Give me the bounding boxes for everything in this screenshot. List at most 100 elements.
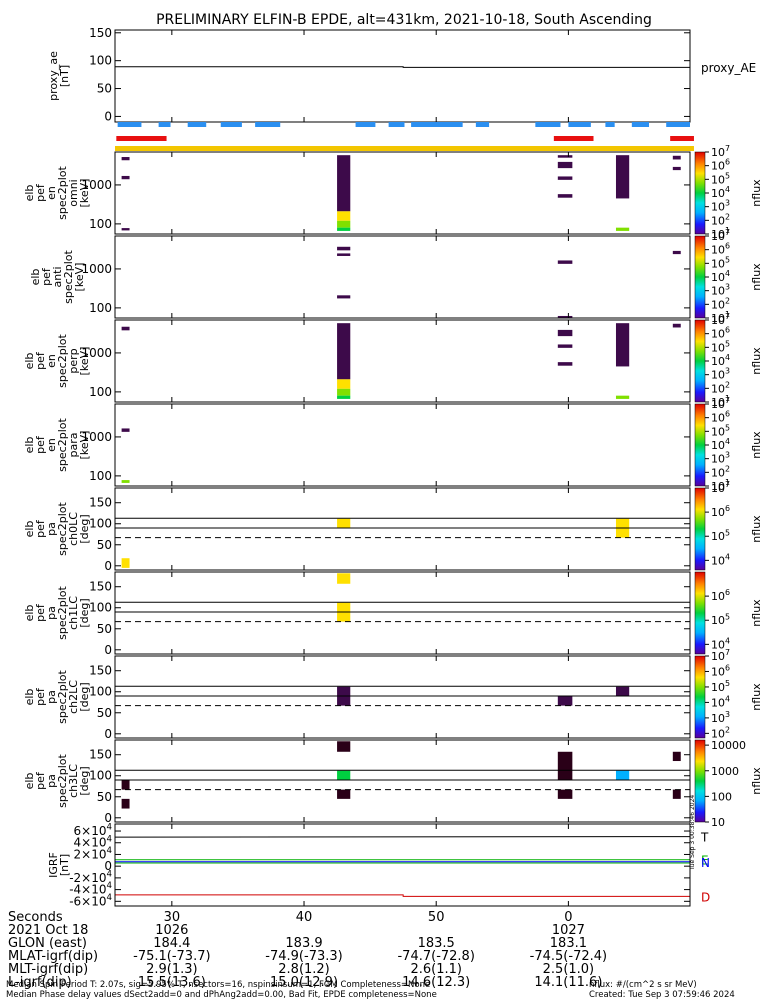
colorbar-label: nflux: [750, 431, 763, 459]
y-axis-label: elb: [23, 689, 36, 706]
y-axis-label: para: [67, 433, 80, 458]
footer-note-created: Created: Tue Sep 3 07:59:46 2024: [589, 990, 735, 1000]
spectrogram-cell: [557, 362, 573, 366]
spectrogram-cell: [615, 686, 630, 696]
colorbar: [694, 487, 706, 571]
y-tick-label: 50: [97, 706, 112, 720]
panel-frame: [114, 655, 691, 739]
y-tick-label: 0: [104, 811, 112, 825]
panel-frame: [114, 151, 691, 235]
colorbar: [694, 235, 706, 319]
spectrogram-cell: [557, 695, 573, 706]
y-axis-label: ch2LC: [67, 680, 80, 714]
spectrogram-cell: [337, 295, 351, 299]
colorbar-tick-label: 106: [711, 504, 730, 519]
status-bar-red: [116, 136, 167, 141]
footer-row-value: 2.5(1.0): [543, 962, 595, 977]
footer-label-l: L-igrf(dip): [8, 975, 72, 990]
footer-row-date-value: 1026: [155, 923, 188, 938]
footer-label-date: 2021 Oct 18: [8, 923, 88, 938]
y-axis-label: elb: [23, 353, 36, 370]
colorbar-tick-label: 106: [711, 588, 730, 603]
colorbar-tick-label: 107: [711, 144, 730, 159]
colorbar-tick-label: 104: [711, 185, 730, 200]
spectrogram-cell: [557, 161, 573, 169]
y-axis-label: elb: [23, 773, 36, 790]
y-axis-label: pa: [45, 522, 58, 536]
footer-row-value: -75.1(-73.7): [133, 949, 210, 964]
colorbar-tick-label: 106: [711, 326, 730, 341]
colorbar-tick-label: 1000: [711, 765, 739, 778]
y-tick-label: 2×104: [74, 846, 112, 861]
y-tick-label: 100: [89, 301, 112, 315]
y-axis-label: pef: [34, 771, 47, 790]
colorbar-label: nflux: [750, 683, 763, 711]
y-axis-label: [nT]: [58, 854, 71, 876]
colorbar-tick-label: 106: [711, 242, 730, 257]
status-bar-blue: [187, 122, 207, 127]
colorbar-tick-label: 106: [711, 158, 730, 173]
panel-frame: [114, 235, 691, 319]
y-axis-label: pef: [34, 603, 47, 622]
panel-7: 050100150elbpefpaspec2plotch2LC[deg]1021…: [23, 648, 763, 741]
spectrogram-cell: [615, 155, 630, 199]
y-axis-label: ch3LC: [67, 764, 80, 798]
spectrogram-cell: [337, 220, 351, 228]
colorbar-tick-label: 104: [711, 437, 730, 452]
y-axis-label: pef: [34, 351, 47, 370]
spectrogram-cell: [557, 329, 573, 337]
colorbar-tick-label: 102: [711, 380, 730, 395]
panel-frame: [114, 739, 691, 823]
footer-row-value: 15.0(12.9): [270, 975, 338, 990]
status-bar-blue: [568, 122, 591, 127]
y-tick-label: 0: [104, 727, 112, 741]
y-tick-label: -6×104: [69, 893, 112, 908]
footer-row-value: 183.9: [285, 936, 322, 951]
panel-frame: [114, 487, 691, 571]
y-tick-label: 100: [89, 517, 112, 531]
y-axis-label: ch0LC: [67, 512, 80, 546]
y-tick-label: 50: [97, 82, 112, 96]
y-tick-label: 150: [89, 496, 112, 510]
colorbar-tick-label: 103: [711, 451, 730, 466]
colorbar-label: nflux: [750, 515, 763, 543]
colorbar-tick-label: 104: [711, 353, 730, 368]
footer-layer: Seconds 2021 Oct 18 GLON (east) MLAT-igr…: [6, 910, 735, 1000]
colorbar-tick-label: 104: [711, 269, 730, 284]
y-tick-label: 100: [89, 469, 112, 483]
footer-row-value: -74.5(-72.4): [530, 949, 607, 964]
y-axis-label: [keV]: [78, 179, 91, 208]
colorbar-label: nflux: [750, 599, 763, 627]
spectrogram-cell: [672, 155, 681, 160]
spectrogram-cell: [337, 379, 351, 389]
colorbar-label: nflux: [750, 347, 763, 375]
spectrogram-cell: [337, 395, 351, 399]
y-tick-label: 50: [97, 790, 112, 804]
y-tick-label: 100: [89, 685, 112, 699]
spectrogram-cell: [337, 770, 351, 780]
colorbar-tick-label: 107: [711, 312, 730, 327]
spectrogram-cell: [557, 155, 573, 158]
panel-3: 1001000elbpefenspec2plotperp[keV]1011021…: [23, 312, 763, 409]
colorbar-label: nflux: [750, 263, 763, 291]
y-axis-label: spec2plot: [56, 502, 69, 556]
spectrogram-cell: [337, 388, 351, 396]
footer-row-value: 14.6(12.3): [402, 975, 470, 990]
footer-row-value: 14.1(11.6): [534, 975, 602, 990]
colorbar-tick-label: 100: [711, 790, 732, 803]
y-axis-label: pa: [45, 690, 58, 704]
spectrogram-cell: [337, 518, 351, 528]
y-tick-label: 100: [89, 385, 112, 399]
y-axis-label: spec2plot: [56, 334, 69, 388]
spectrogram-cell: [557, 344, 573, 348]
y-tick-label: 0: [104, 109, 112, 123]
spectrogram-cell: [615, 395, 630, 399]
y-axis-label: en: [45, 438, 58, 452]
time-tick-label: 40: [296, 910, 313, 925]
colorbar-tick-label: 104: [711, 694, 730, 709]
spectrogram-cell: [337, 227, 351, 231]
y-axis-label: elb: [23, 605, 36, 622]
y-tick-label: 100: [89, 54, 112, 68]
y-axis-label: omni: [67, 179, 80, 206]
